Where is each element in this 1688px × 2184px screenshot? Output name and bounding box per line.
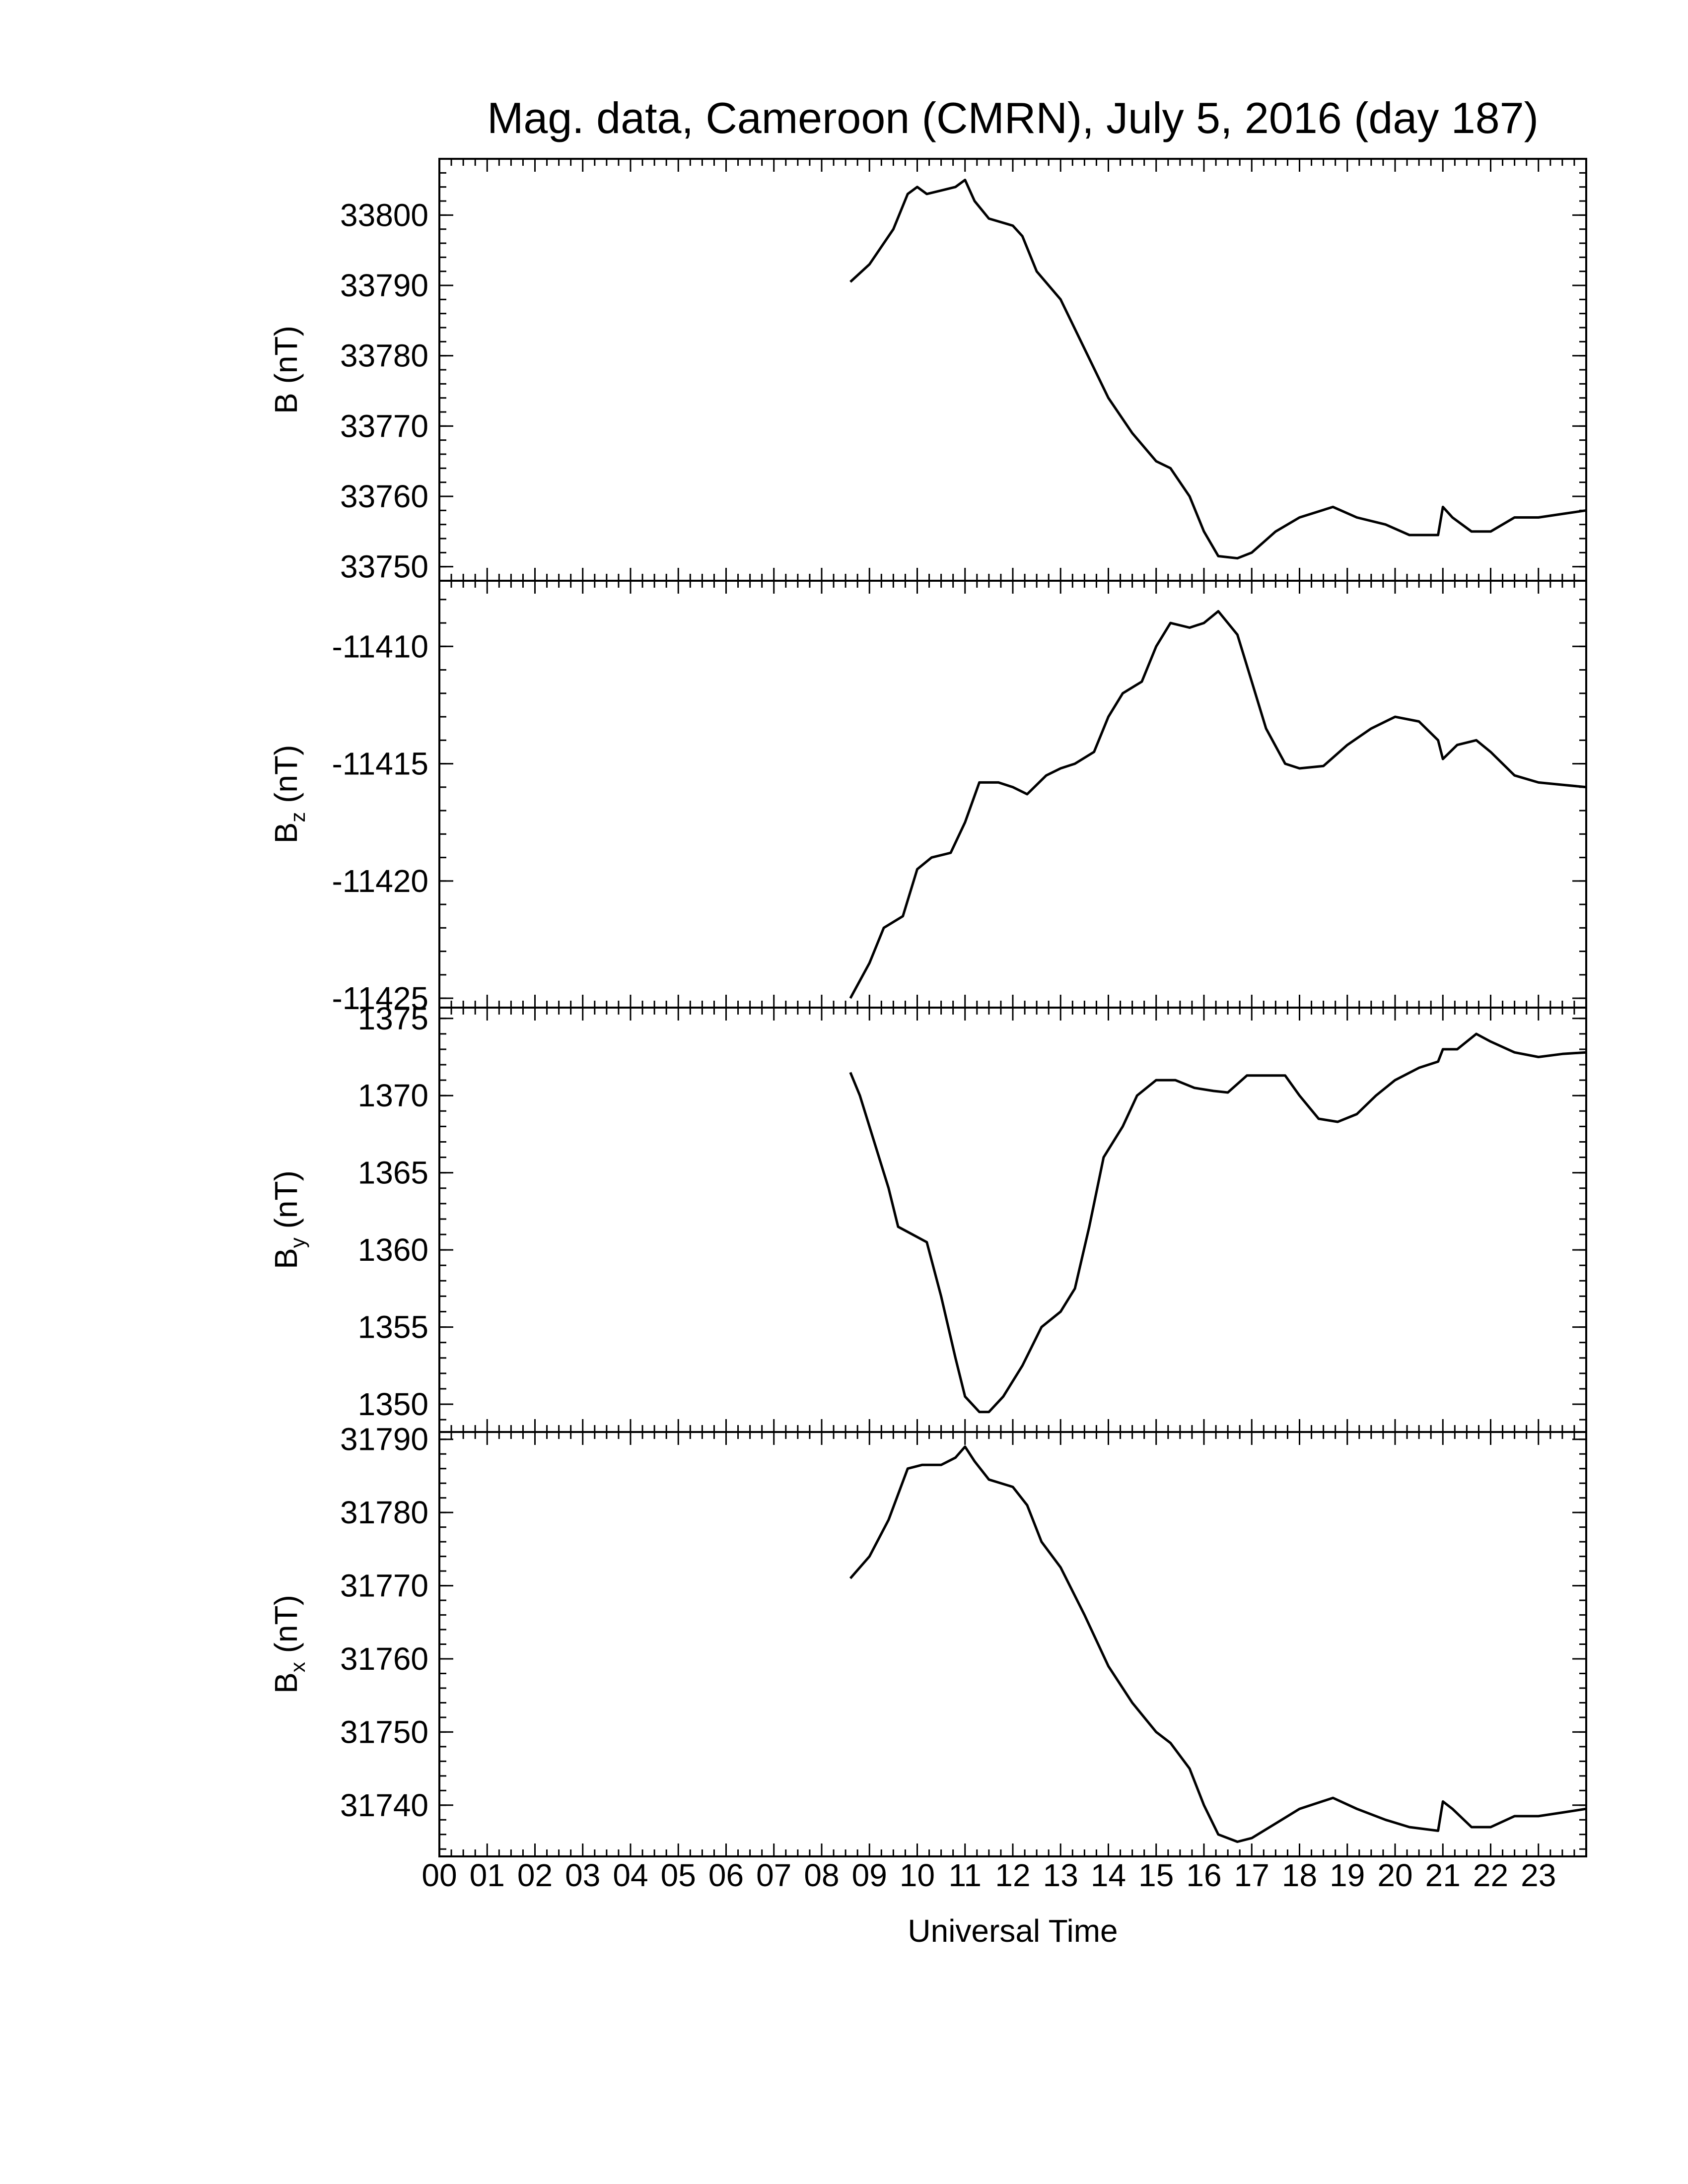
y-tick-label: 33800 bbox=[340, 197, 428, 233]
x-tick-label: 04 bbox=[613, 1857, 648, 1893]
y-tick-label: 1355 bbox=[358, 1309, 428, 1345]
y-tick-label: 31770 bbox=[340, 1568, 428, 1604]
y-tick-label: -11410 bbox=[332, 628, 428, 664]
y-tick-label: 1350 bbox=[358, 1386, 428, 1422]
x-tick-label: 12 bbox=[995, 1857, 1030, 1893]
x-tick-label: 06 bbox=[708, 1857, 744, 1893]
y-axis-label-main: B bbox=[268, 822, 304, 844]
y-axis-label-main: B bbox=[268, 393, 304, 414]
y-tick-label: -11415 bbox=[332, 746, 428, 782]
y-tick-label: 33750 bbox=[340, 549, 428, 585]
x-tick-label: 02 bbox=[517, 1857, 553, 1893]
panel-frame bbox=[438, 158, 1587, 582]
y-tick-label: 33790 bbox=[340, 268, 428, 303]
y-tick-label: 31750 bbox=[340, 1714, 428, 1750]
x-tick-label: 09 bbox=[852, 1857, 887, 1893]
y-axis-label-subscript: z bbox=[286, 812, 309, 822]
x-tick-label: 21 bbox=[1425, 1857, 1461, 1893]
y-tick-label: 31780 bbox=[340, 1495, 428, 1530]
x-tick-label: 17 bbox=[1234, 1857, 1269, 1893]
y-axis-label-unit: (nT) bbox=[268, 745, 304, 812]
y-axis-label-unit: (nT) bbox=[268, 326, 304, 393]
panel-frame bbox=[438, 580, 1587, 1009]
x-tick-label: 10 bbox=[900, 1857, 935, 1893]
y-axis-label: Bx (nT) bbox=[268, 1595, 309, 1694]
x-tick-label: 14 bbox=[1091, 1857, 1126, 1893]
panel-frame bbox=[438, 1431, 1587, 1857]
y-tick-label: 31790 bbox=[340, 1422, 428, 1457]
x-axis: 00 01 02 03 04 05 06 07 08 09 10 11 12 13 14 15 16 17 18 19… bbox=[422, 1857, 1556, 1893]
panel-Bx: 31740 31750 31760 31770 31780 31790 Bx (nT) bbox=[268, 1422, 1587, 1857]
series-line-By bbox=[849, 1032, 1587, 1414]
x-tick-label: 00 bbox=[422, 1857, 457, 1893]
y-axis-label-unit: (nT) bbox=[268, 1170, 304, 1237]
x-tick-label: 19 bbox=[1330, 1857, 1365, 1893]
y-tick-label: -11420 bbox=[332, 863, 428, 899]
panel-Bz: -11425 -11420 -11415 -11410 Bz (nT) bbox=[268, 580, 1587, 1016]
series-line-Bz bbox=[849, 610, 1587, 999]
panel-By: 1350 1355 1360 1365 1370 1375 By (nT) bbox=[268, 1001, 1587, 1433]
x-tick-label: 05 bbox=[661, 1857, 696, 1893]
y-tick-label: -11425 bbox=[332, 980, 428, 1016]
x-tick-label: 13 bbox=[1043, 1857, 1078, 1893]
y-axis-label: Bz (nT) bbox=[268, 745, 309, 844]
y-tick-label: 1365 bbox=[358, 1155, 428, 1191]
series-line-Bx bbox=[849, 1445, 1587, 1843]
panel-B: 33750 33760 33770 33780 33790 33800 B (nT) bbox=[268, 158, 1587, 585]
x-tick-label: 07 bbox=[756, 1857, 791, 1893]
x-tick-label: 08 bbox=[804, 1857, 839, 1893]
x-tick-label: 01 bbox=[470, 1857, 505, 1893]
y-tick-label: 1360 bbox=[358, 1232, 428, 1268]
y-tick-label: 31740 bbox=[340, 1787, 428, 1823]
x-tick-label: 16 bbox=[1186, 1857, 1221, 1893]
y-tick-label: 31760 bbox=[340, 1641, 428, 1677]
x-tick-label: 11 bbox=[949, 1857, 982, 1893]
y-axis-label: By (nT) bbox=[268, 1170, 309, 1269]
y-tick-label: 33760 bbox=[340, 478, 428, 514]
x-tick-label: 20 bbox=[1377, 1857, 1412, 1893]
x-tick-label: 22 bbox=[1473, 1857, 1508, 1893]
y-tick-label: 33770 bbox=[340, 408, 428, 444]
y-axis-label-main: B bbox=[268, 1248, 304, 1269]
series-line-B bbox=[849, 179, 1587, 560]
x-tick-label: 18 bbox=[1282, 1857, 1317, 1893]
x-tick-label: 15 bbox=[1138, 1857, 1174, 1893]
y-tick-label: 33780 bbox=[340, 338, 428, 374]
x-tick-label: 23 bbox=[1521, 1857, 1556, 1893]
y-axis-label-main: B bbox=[268, 1672, 304, 1694]
y-axis-label-subscript: x bbox=[286, 1662, 309, 1672]
y-axis-label-subscript: y bbox=[286, 1237, 309, 1248]
chart-title: Mag. data, Cameroon (CMRN), July 5, 2016… bbox=[487, 93, 1539, 142]
x-axis-title: Universal Time bbox=[908, 1913, 1118, 1949]
x-tick-label: 03 bbox=[565, 1857, 600, 1893]
y-axis-label-unit: (nT) bbox=[268, 1595, 304, 1662]
y-axis-label: B (nT) bbox=[268, 326, 304, 414]
y-tick-label: 1370 bbox=[358, 1078, 428, 1113]
y-tick-label: 1375 bbox=[358, 1001, 428, 1036]
